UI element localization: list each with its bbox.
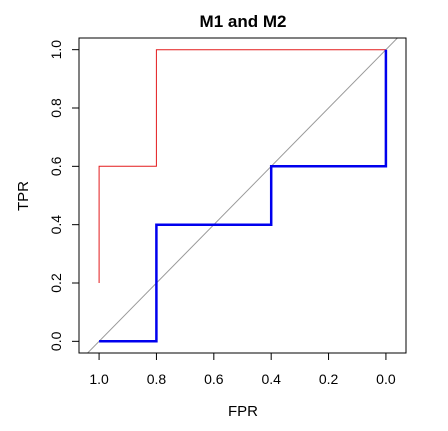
reference-diagonal-line xyxy=(86,38,399,353)
plot-frame xyxy=(78,37,407,354)
y-tick-label: 0.8 xyxy=(48,98,64,118)
roc-curve-series-2 xyxy=(99,49,388,343)
axes: 1.0 0.8 0.6 0.4 0.2 0.0 0.0 0.2 0.4 0.6 0.8 1.0 xyxy=(48,40,396,387)
y-tick-label: 0.6 xyxy=(48,156,64,176)
chart-title: M1 and M2 xyxy=(200,12,287,31)
plot-area xyxy=(86,38,399,353)
y-tick-label: 0.4 xyxy=(48,215,64,235)
y-tick-label: 1.0 xyxy=(48,40,64,60)
x-tick-label: 1.0 xyxy=(89,371,109,387)
x-axis-label: FPR xyxy=(228,403,258,420)
x-tick-label: 0.0 xyxy=(376,371,396,387)
y-tick-label: 0.0 xyxy=(48,331,64,351)
roc-curve-series-1 xyxy=(98,49,386,283)
x-tick-label: 0.4 xyxy=(261,371,281,387)
x-tick-label: 0.6 xyxy=(204,371,224,387)
y-tick-label: 0.2 xyxy=(48,273,64,293)
x-tick-label: 0.2 xyxy=(319,371,339,387)
x-tick-label: 0.8 xyxy=(147,371,167,387)
y-axis-label: TPR xyxy=(15,181,32,211)
